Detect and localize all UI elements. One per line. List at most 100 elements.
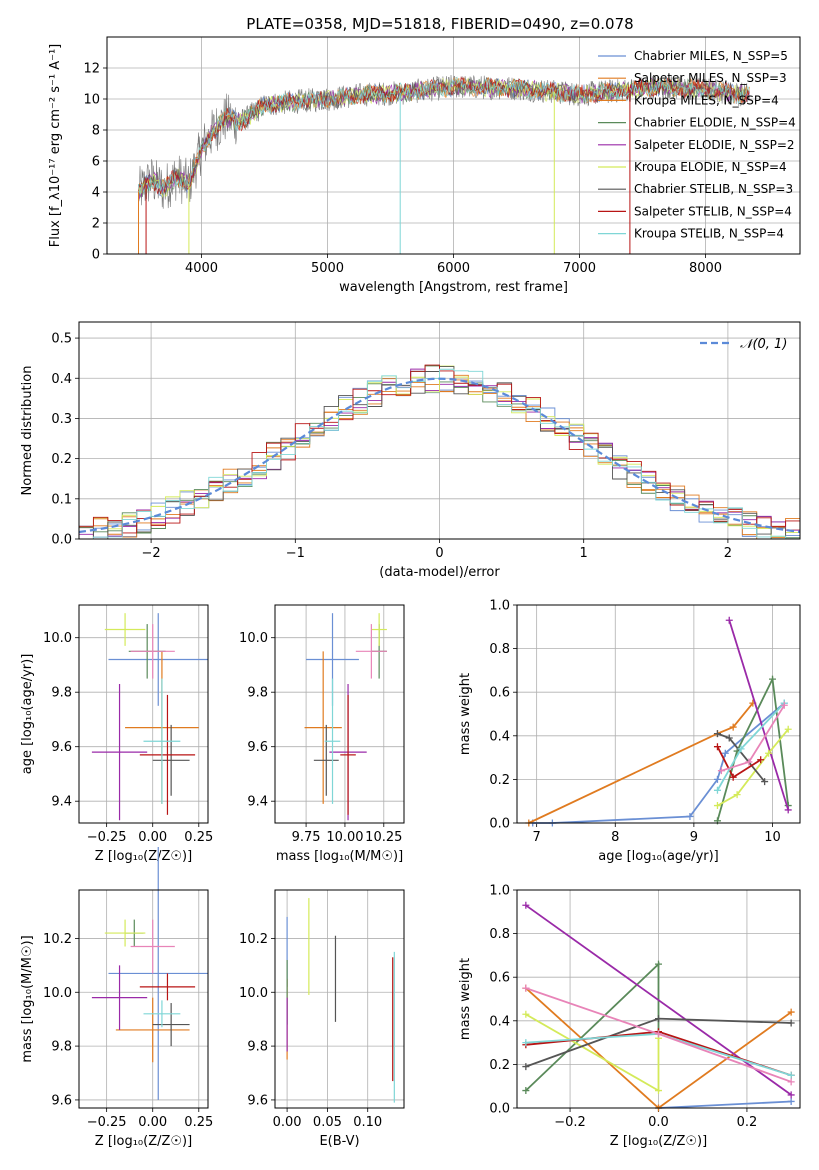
- weight-marker: [780, 701, 788, 709]
- y-tick-label: 9.8: [51, 1040, 72, 1055]
- x-tick-label: 10.25: [365, 830, 402, 845]
- x-axis-label: (data-model)/error: [379, 565, 500, 580]
- x-tick-label: 0.25: [184, 830, 213, 845]
- y-tick-label: 9.6: [51, 740, 72, 755]
- x-tick-label: 7: [533, 830, 541, 845]
- histogram-bars: [79, 364, 800, 539]
- x-tick-label: 5000: [311, 261, 344, 276]
- axes-frame: [106, 36, 801, 255]
- plot-area: [304, 613, 387, 821]
- x-tick-label: 10: [764, 830, 781, 845]
- x-axis-label: Z [log₁₀(Z/Z☉)]: [610, 1134, 707, 1149]
- y-tick-label: 0.4: [489, 1014, 510, 1029]
- weight-marker: [757, 756, 765, 764]
- y-tick-label: 4: [92, 186, 100, 201]
- weight-marker: [787, 1091, 795, 1099]
- legend-entry: Salpeter ELODIE, N_SSP=2: [634, 138, 795, 152]
- legend: 𝒩(0, 1): [700, 337, 787, 352]
- y-tick-label: 1.0: [489, 884, 510, 899]
- weight-line: [717, 728, 789, 807]
- legend-entry: Kroupa STELIB, N_SSP=4: [634, 227, 784, 241]
- y-tick-label: 9.8: [247, 686, 268, 701]
- legend-entry: Chabrier MILES, N_SSP=5: [634, 49, 788, 63]
- spectrum-chart: 4000 5000 6000 7000 8000 0 2 4 6 8 10 12 wavelength …: [48, 36, 801, 295]
- y-tick-label: 10.0: [43, 631, 72, 646]
- model-spectrum: [138, 76, 750, 195]
- weight-marker: [787, 1097, 795, 1105]
- y-tick-label: 9.4: [247, 795, 268, 810]
- histogram-step: [79, 368, 800, 539]
- y-tick-label: 6: [92, 155, 100, 170]
- x-tick-label: −0.25: [87, 1115, 127, 1130]
- weight-marker: [787, 1078, 795, 1086]
- weight-line: [525, 904, 792, 1096]
- legend-entry: Kroupa MILES, N_SSP=4: [634, 93, 779, 107]
- weight-marker: [768, 675, 776, 683]
- spectrum-lines: [138, 74, 750, 254]
- y-tick-label: 10.0: [239, 986, 268, 1001]
- x-tick-label: 0.2: [737, 1115, 758, 1130]
- weight-marker: [725, 734, 733, 742]
- weight-marker: [655, 1030, 662, 1038]
- y-tick-label: 0.0: [51, 533, 72, 548]
- x-tick-label: 0.05: [313, 1115, 342, 1130]
- weight-vs-metallicity: −0.2 0.0 0.2 0.0 0.2 0.4 0.6 0.8 1.0 Z [log₁₀(Z/Z…: [458, 884, 801, 1149]
- y-tick-label: 10: [83, 93, 100, 108]
- y-axis-label: Normed distribution: [20, 366, 35, 496]
- y-axis-label: age [log₁₀(age/yr)]: [20, 654, 35, 775]
- plot-area: [286, 898, 395, 1103]
- y-tick-label: 9.8: [51, 686, 72, 701]
- x-tick-label: −0.25: [87, 830, 127, 845]
- x-tick-label: 9: [690, 830, 698, 845]
- mass-vs-extinction: 0.00 0.05 0.10 9.6 9.8 10.0 10.2 E(B-V): [239, 889, 405, 1149]
- y-tick-label: 0.2: [489, 1058, 510, 1073]
- weight-marker: [787, 1008, 795, 1016]
- y-tick-label: 9.8: [247, 1040, 268, 1055]
- weight-marker: [784, 806, 792, 814]
- x-tick-label: 0.00: [138, 830, 167, 845]
- weight-marker: [713, 786, 721, 794]
- age-vs-metallicity: −0.25 0.00 0.25 9.4 9.6 9.8 10.0 Z [log₁₀(Z/Z☉)…: [20, 604, 213, 864]
- weight-marker: [713, 775, 721, 783]
- y-tick-label: 0.8: [489, 642, 510, 657]
- y-tick-label: 8: [92, 124, 100, 139]
- x-tick-label: 2: [724, 546, 732, 561]
- plot-area: 𝒩(0, 1): [79, 337, 800, 539]
- weight-marker: [761, 778, 769, 786]
- weight-marker: [784, 725, 792, 733]
- weight-line: [658, 1100, 792, 1109]
- weight-marker: [522, 901, 530, 909]
- weight-marker: [713, 730, 721, 738]
- weight-marker: [686, 812, 694, 820]
- weight-marker: [717, 767, 725, 775]
- model-spectrum: [138, 76, 750, 195]
- y-axis-label: mass [log₁₀(M/M☉)]: [20, 935, 35, 1062]
- axes-frame: [274, 604, 405, 824]
- x-tick-label: 7000: [563, 261, 596, 276]
- plot-area: Chabrier MILES, N_SSP=5 Salpeter MILES, N…: [138, 49, 796, 254]
- y-tick-label: 0.6: [489, 686, 510, 701]
- weight-marker: [733, 791, 741, 799]
- x-tick-label: 9.75: [292, 830, 321, 845]
- y-tick-label: 0.2: [51, 452, 72, 467]
- plot-area: [91, 613, 208, 821]
- x-tick-label: 0.25: [184, 1115, 213, 1130]
- weight-marker: [655, 960, 662, 968]
- x-axis-label: mass [log₁₀(M/M☉)]: [276, 849, 403, 864]
- axes-frame: [516, 889, 801, 1109]
- weight-marker: [522, 1087, 530, 1095]
- weight-marker: [522, 1010, 530, 1018]
- legend-entry: Salpeter MILES, N_SSP=3: [634, 71, 787, 85]
- weight-marker: [729, 723, 737, 731]
- weight-marker: [522, 1039, 530, 1047]
- weight-line: [728, 620, 790, 811]
- x-tick-label: −2: [142, 546, 161, 561]
- legend-entry: Kroupa ELODIE, N_SSP=4: [634, 160, 787, 174]
- x-tick-label: 0.10: [353, 1115, 382, 1130]
- x-tick-label: 0.00: [273, 1115, 302, 1130]
- x-tick-label: 0.00: [138, 1115, 167, 1130]
- y-axis-label: mass weight: [458, 958, 473, 1040]
- weight-marker: [522, 984, 530, 992]
- x-tick-label: 8: [611, 830, 619, 845]
